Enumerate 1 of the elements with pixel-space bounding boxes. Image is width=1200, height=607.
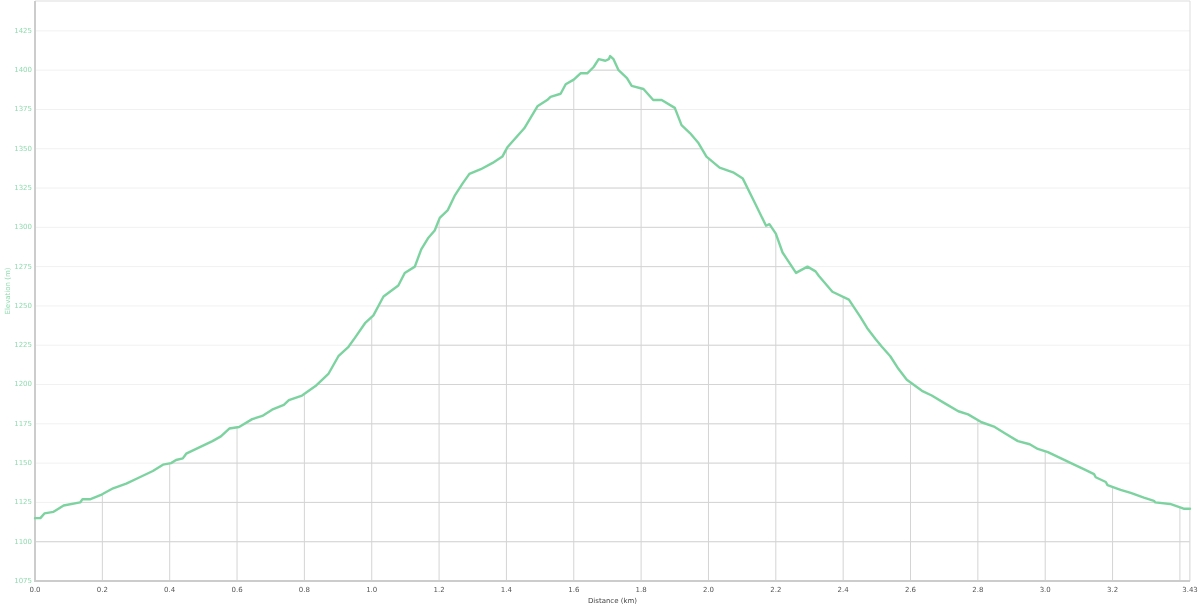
- line-series: [33, 54, 1192, 520]
